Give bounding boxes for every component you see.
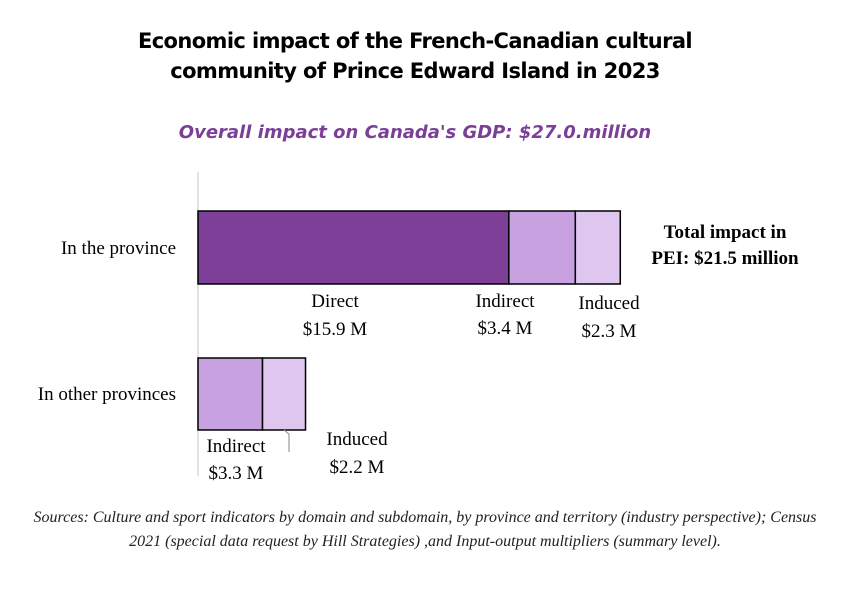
- leader-line: [283, 429, 290, 452]
- data-label-name: Indirect: [206, 436, 266, 457]
- chart-subtitle: Overall impact on Canada's GDP: $27.0.mi…: [178, 122, 652, 143]
- data-label-value: $15.9 M: [303, 319, 368, 340]
- data-label-value: $2.2 M: [330, 457, 385, 478]
- data-label-value: $3.4 M: [478, 318, 533, 339]
- bar-direct: [197, 210, 510, 285]
- chart-title: Economic impact of the French-Canadian c…: [0, 26, 830, 86]
- data-label-name: Indirect: [475, 291, 535, 312]
- sources-note: Sources: Culture and sport indicators by…: [33, 509, 817, 550]
- data-label-name: Induced: [578, 293, 640, 314]
- data-label-value: $2.3 M: [582, 321, 637, 342]
- bar-indirect: [508, 210, 577, 285]
- data-label-name: Direct: [311, 291, 359, 312]
- data-label-value: $3.3 M: [209, 463, 264, 484]
- bar-indirect: [197, 357, 264, 431]
- total-impact-note: Total impact in PEI: $21.5 million: [620, 220, 830, 272]
- category-label: In the province: [61, 238, 176, 259]
- title-line-2: community of Prince Edward Island in 202…: [170, 59, 660, 83]
- bar-induced: [574, 210, 622, 285]
- title-line-1: Economic impact of the French-Canadian c…: [137, 29, 693, 53]
- category-label: In other provinces: [38, 384, 176, 405]
- data-label-name: Induced: [326, 429, 388, 450]
- bar-induced: [261, 357, 307, 431]
- total-line-2: PEI: $21.5 million: [651, 248, 799, 269]
- total-line-1: Total impact in: [663, 222, 787, 243]
